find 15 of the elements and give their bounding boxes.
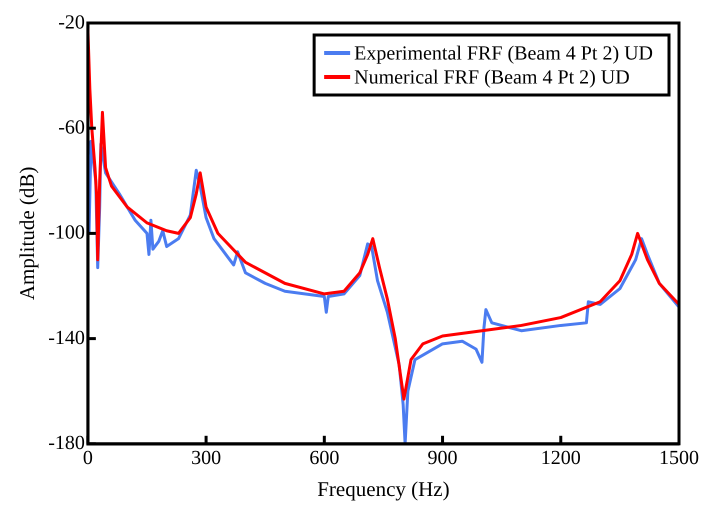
x-tick-label: 900 [428, 447, 458, 470]
legend-label: Numerical FRF (Beam 4 Pt 2) UD [354, 66, 630, 88]
x-tick-label: 300 [191, 447, 222, 470]
y-tick-label: -180 [48, 432, 85, 454]
x-tick-label: 1500 [659, 447, 699, 470]
legend-label: Experimental FRF (Beam 4 Pt 2) UD [354, 42, 653, 64]
y-tick-label: -60 [58, 116, 85, 138]
y-axis-title: Amplitude (dB) [15, 166, 40, 300]
x-axis-title: Frequency (Hz) [317, 476, 450, 501]
y-tick-label: -140 [48, 326, 85, 349]
x-tick-label: 0 [82, 447, 93, 470]
x-tick-label: 600 [309, 447, 340, 470]
y-tick-label: -20 [58, 11, 85, 34]
y-tick-label: -100 [48, 222, 85, 244]
x-tick-label: 1200 [540, 447, 581, 470]
